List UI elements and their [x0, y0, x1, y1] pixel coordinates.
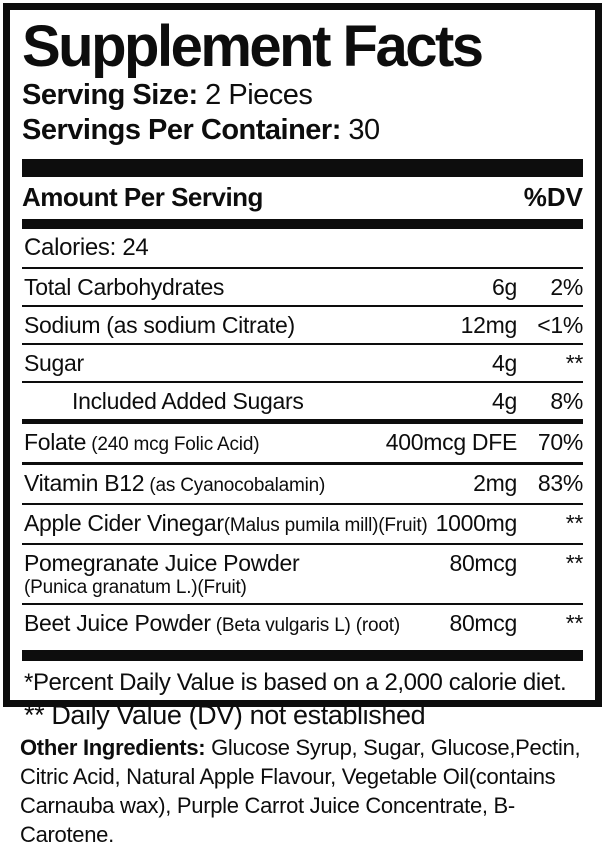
nutrient-amount: 80mcg	[449, 610, 517, 636]
servings-per-container-value: 30	[340, 114, 380, 146]
serving-size-line: Serving Size: 2 Pieces	[22, 78, 583, 113]
nutrient-name-wrap: Beet Juice Powder (Beta vulgaris L) (roo…	[24, 610, 441, 639]
nutrient-name: Included Added Sugars	[72, 388, 304, 414]
nutrient-dv: 8%	[550, 388, 583, 414]
nutrient-dv: **	[565, 510, 584, 536]
nutrient-subtext: (Beta vulgaris L) (root)	[210, 615, 400, 636]
nutrient-dv: 83%	[537, 470, 583, 496]
column-header-row: Amount Per Serving %DV	[22, 177, 583, 219]
nutrient-row: Sodium (as sodium Citrate) 12mg <1%	[22, 307, 583, 345]
nutrient-name-wrap: Pomegranate Juice Powder (Punica granatu…	[24, 550, 441, 599]
nutrient-row: Total Carbohydrates 6g 2%	[22, 269, 583, 307]
nutrient-row: Apple Cider Vinegar(Malus pumila mill)(F…	[22, 505, 583, 545]
divider-bar-thick-top	[22, 159, 583, 177]
nutrient-amount: 4g	[492, 350, 517, 376]
serving-size-label: Serving Size:	[22, 79, 198, 111]
nutrient-name-wrap: Apple Cider Vinegar(Malus pumila mill)(F…	[24, 510, 428, 539]
amount-per-serving-header: Amount Per Serving	[22, 182, 263, 212]
nutrient-amount: 4g	[492, 388, 517, 414]
nutrient-name: Beet Juice Powder	[24, 610, 211, 636]
nutrient-row: Included Added Sugars 4g 8%	[22, 383, 583, 424]
footnote-percent-dv: *Percent Daily Value is based on a 2,000…	[24, 669, 567, 696]
nutrient-amount: 12mg	[460, 312, 518, 338]
servings-per-container-line: Servings Per Container: 30	[22, 113, 583, 148]
nutrient-subtext-line2: (Punica granatum L.)(Fruit)	[24, 577, 247, 598]
nutrient-subtext: (Malus pumila mill)(Fruit)	[223, 515, 428, 536]
nutrient-name: Sodium (as sodium Citrate)	[24, 312, 295, 338]
nutrient-row: Beet Juice Powder (Beta vulgaris L) (roo…	[22, 605, 583, 643]
nutrient-name-wrap: Included Added Sugars	[24, 388, 484, 415]
serving-size-value: 2 Pieces	[197, 79, 313, 111]
nutrient-name-wrap: Sugar	[24, 350, 484, 377]
nutrient-amount: 6g	[492, 274, 517, 300]
nutrient-amount: 2mg	[473, 470, 517, 496]
nutrient-row: Folate (240 mcg Folic Acid) 400mcg DFE 7…	[22, 424, 583, 465]
other-ingredients: Other Ingredients: Glucose Syrup, Sugar,…	[20, 733, 588, 849]
calories-row: Calories: 24	[22, 229, 583, 269]
divider-bar-thick-bottom	[22, 650, 583, 661]
nutrient-name: Pomegranate Juice Powder	[24, 550, 300, 576]
nutrient-dv: **	[565, 550, 584, 576]
nutrient-name: Folate	[24, 429, 87, 455]
nutrient-name-wrap: Vitamin B12 (as Cyanocobalamin)	[24, 470, 465, 499]
nutrient-name-wrap: Total Carbohydrates	[24, 274, 484, 301]
footnote-dv-not-established: ** Daily Value (DV) not established	[24, 700, 426, 730]
nutrient-amount: 1000mg	[435, 510, 518, 536]
nutrient-subtext: (240 mcg Folic Acid)	[86, 434, 260, 455]
other-ingredients-label: Other Ingredients:	[20, 735, 206, 760]
nutrient-rows: Total Carbohydrates 6g 2% Sodium (as sod…	[22, 269, 583, 643]
panel-title: Supplement Facts	[22, 14, 484, 79]
nutrient-dv: <1%	[537, 312, 583, 338]
nutrient-row: Sugar 4g **	[22, 345, 583, 383]
nutrient-subtext: (as Cyanocobalamin)	[144, 475, 326, 496]
nutrient-name: Apple Cider Vinegar	[24, 510, 224, 536]
nutrient-name-wrap: Folate (240 mcg Folic Acid)	[24, 429, 378, 458]
nutrient-dv: **	[565, 610, 584, 636]
nutrient-dv: 70%	[537, 429, 583, 455]
nutrient-name: Total Carbohydrates	[24, 274, 225, 300]
servings-per-container-label: Servings Per Container:	[22, 114, 341, 146]
nutrient-row: Pomegranate Juice Powder (Punica granatu…	[22, 545, 583, 605]
nutrient-amount: 400mcg DFE	[385, 429, 518, 455]
supplement-facts-panel: Supplement Facts Serving Size: 2 Pieces …	[3, 3, 602, 730]
percent-dv-header: %DV	[523, 182, 583, 212]
nutrient-name: Vitamin B12	[24, 470, 145, 496]
nutrient-dv: 2%	[550, 274, 583, 300]
nutrient-row: Vitamin B12 (as Cyanocobalamin) 2mg 83%	[22, 465, 583, 505]
nutrient-name-wrap: Sodium (as sodium Citrate)	[24, 312, 453, 339]
divider-bar-mid	[22, 219, 583, 229]
nutrient-amount: 80mcg	[449, 550, 517, 576]
nutrient-name: Sugar	[24, 350, 84, 376]
footnotes: *Percent Daily Value is based on a 2,000…	[22, 661, 583, 732]
nutrient-dv: **	[565, 350, 584, 376]
